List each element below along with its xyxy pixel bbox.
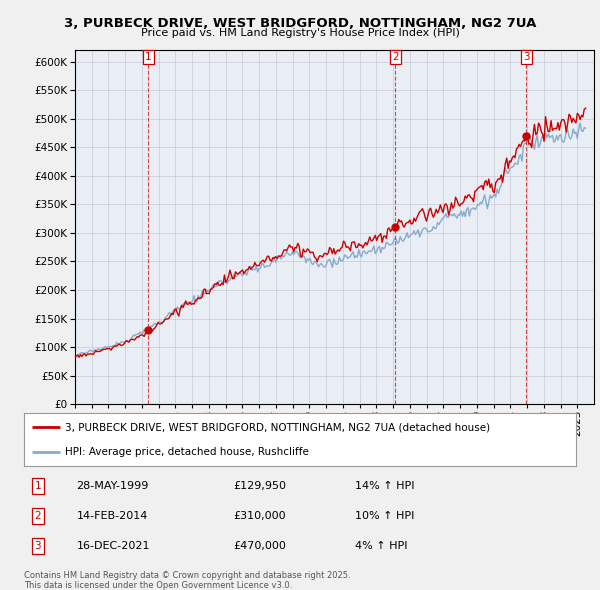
Text: 3: 3 (523, 52, 530, 62)
Text: 3, PURBECK DRIVE, WEST BRIDGFORD, NOTTINGHAM, NG2 7UA: 3, PURBECK DRIVE, WEST BRIDGFORD, NOTTIN… (64, 17, 536, 30)
Text: 3: 3 (34, 541, 41, 551)
Text: 4% ↑ HPI: 4% ↑ HPI (355, 541, 408, 551)
Text: 2: 2 (392, 52, 398, 62)
Text: 16-DEC-2021: 16-DEC-2021 (76, 541, 150, 551)
Text: 28-MAY-1999: 28-MAY-1999 (76, 481, 149, 491)
Text: Price paid vs. HM Land Registry's House Price Index (HPI): Price paid vs. HM Land Registry's House … (140, 28, 460, 38)
Text: £310,000: £310,000 (234, 511, 286, 521)
Text: £470,000: £470,000 (234, 541, 287, 551)
Text: HPI: Average price, detached house, Rushcliffe: HPI: Average price, detached house, Rush… (65, 447, 309, 457)
Text: 14% ↑ HPI: 14% ↑ HPI (355, 481, 415, 491)
Text: 10% ↑ HPI: 10% ↑ HPI (355, 511, 415, 521)
Text: 2: 2 (34, 511, 41, 521)
Text: £129,950: £129,950 (234, 481, 287, 491)
Text: 1: 1 (34, 481, 41, 491)
Text: 1: 1 (145, 52, 152, 62)
Text: 14-FEB-2014: 14-FEB-2014 (76, 511, 148, 521)
Text: Contains HM Land Registry data © Crown copyright and database right 2025.: Contains HM Land Registry data © Crown c… (24, 571, 350, 580)
Text: This data is licensed under the Open Government Licence v3.0.: This data is licensed under the Open Gov… (24, 581, 292, 589)
Text: 3, PURBECK DRIVE, WEST BRIDGFORD, NOTTINGHAM, NG2 7UA (detached house): 3, PURBECK DRIVE, WEST BRIDGFORD, NOTTIN… (65, 422, 491, 432)
